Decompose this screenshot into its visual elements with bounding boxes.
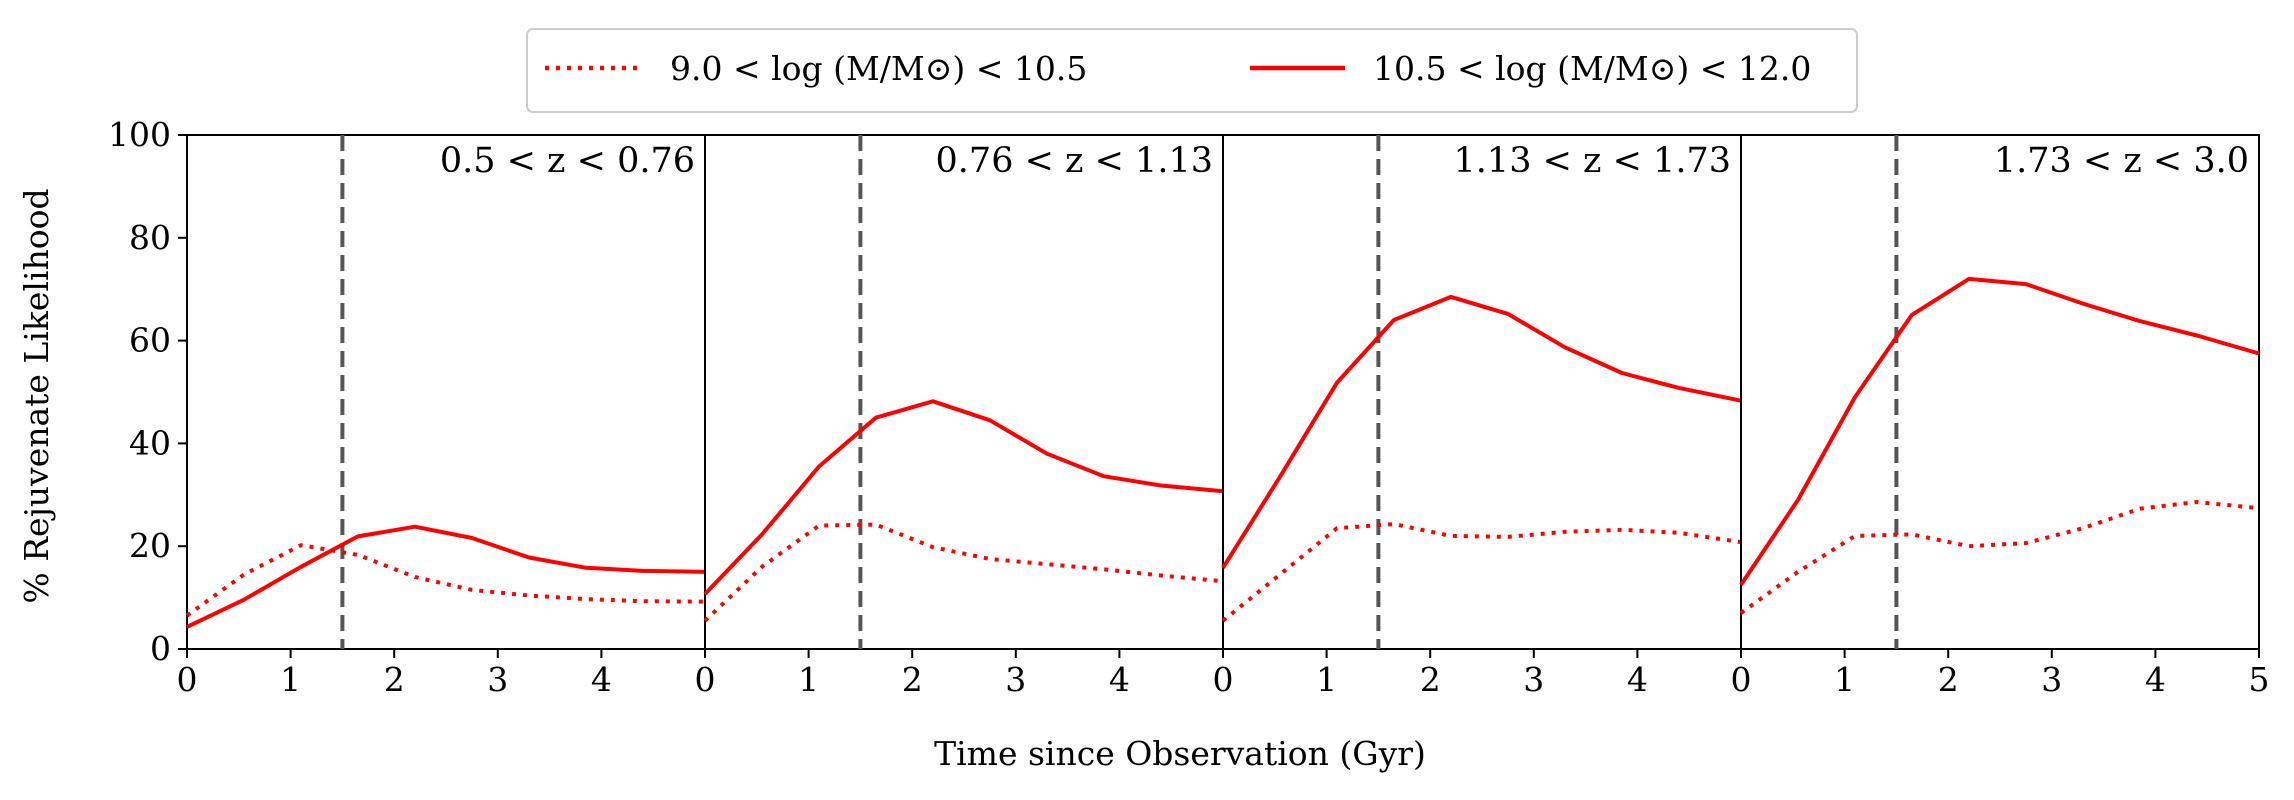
panel-frame — [704, 134, 1224, 650]
y-axis-title: % Rejuvenate Likelihood — [17, 188, 56, 603]
y-tick-label: 0 — [150, 629, 171, 668]
y-axis-ticks: 0 20 40 60 80 100 — [108, 115, 187, 668]
x-tick-label: 1 — [1316, 660, 1337, 699]
legend: 9.0 < log (M/M⊙) < 10.5 10.5 < log (M/M⊙… — [526, 28, 1858, 113]
x-axis-title: Time since Observation (Gyr) — [934, 734, 1426, 773]
panel-redshift-label: 0.5 < z < 0.76 — [440, 141, 695, 181]
panel-3: 1.13 < z < 1.73 — [1221, 134, 1742, 650]
legend-frame — [526, 28, 1858, 113]
panel-marks — [1221, 135, 1742, 649]
y-tick-label: 60 — [129, 321, 171, 360]
legend-label-low-mass: 9.0 < log (M/M⊙) < 10.5 — [670, 49, 1087, 88]
x-tick-label: 4 — [1627, 660, 1648, 699]
y-tick-label: 20 — [129, 526, 171, 565]
y-tick-label: 80 — [129, 218, 171, 257]
x-tick-label: 4 — [591, 660, 612, 699]
x-tick-label: 0 — [1213, 660, 1234, 699]
x-tick-label: 4 — [2145, 660, 2166, 699]
panel-marks — [703, 135, 1224, 649]
series-line-high-mass — [1739, 276, 2260, 586]
panel-frame — [1222, 134, 1742, 650]
x-tick-label: 5 — [2249, 660, 2270, 699]
panel-marks — [1739, 135, 2260, 649]
x-tick-label: 3 — [1005, 660, 1026, 699]
series-line-low-mass — [703, 522, 1224, 623]
x-tick-label: 1 — [798, 660, 819, 699]
series-line-low-mass — [1739, 500, 2260, 615]
x-tick-label: 3 — [487, 660, 508, 699]
series-line-high-mass — [1221, 294, 1742, 569]
panel-frame — [1740, 134, 2260, 650]
panel-redshift-label: 0.76 < z < 1.13 — [936, 141, 1213, 181]
x-tick-label: 1 — [1834, 660, 1855, 699]
x-tick-label: 4 — [1109, 660, 1130, 699]
y-tick-label: 40 — [129, 423, 171, 462]
x-tick-label: 2 — [384, 660, 405, 699]
x-tick-label: 2 — [902, 660, 923, 699]
panel-1: 0.5 < z < 0.76 — [185, 134, 706, 650]
x-tick-label: 2 — [1420, 660, 1441, 699]
series-line-low-mass — [1221, 522, 1742, 623]
panel-2: 0.76 < z < 1.13 — [703, 134, 1224, 650]
panel-marks — [185, 135, 706, 649]
x-tick-label: 0 — [177, 660, 198, 699]
x-tick-label: 1 — [280, 660, 301, 699]
y-tick-label: 100 — [108, 115, 171, 154]
x-axis-ticks: 0 1 2 3 4 0 1 2 3 4 0 1 2 3 4 0 1 2 3 4 5 — [177, 649, 2270, 699]
panel-redshift-label: 1.13 < z < 1.73 — [1454, 141, 1731, 181]
series-line-high-mass — [703, 399, 1224, 596]
x-tick-label: 2 — [1938, 660, 1959, 699]
series-line-high-mass — [186, 524, 706, 629]
x-tick-label: 3 — [1523, 660, 1544, 699]
panel-4: 1.73 < z < 3.0 — [1739, 134, 2260, 650]
x-tick-label: 0 — [1731, 660, 1752, 699]
series-line-low-mass — [185, 543, 706, 618]
panel-redshift-label: 1.73 < z < 3.0 — [1994, 141, 2249, 181]
legend-label-high-mass: 10.5 < log (M/M⊙) < 12.0 — [1373, 49, 1811, 88]
x-tick-label: 3 — [2041, 660, 2062, 699]
x-tick-label: 0 — [695, 660, 716, 699]
